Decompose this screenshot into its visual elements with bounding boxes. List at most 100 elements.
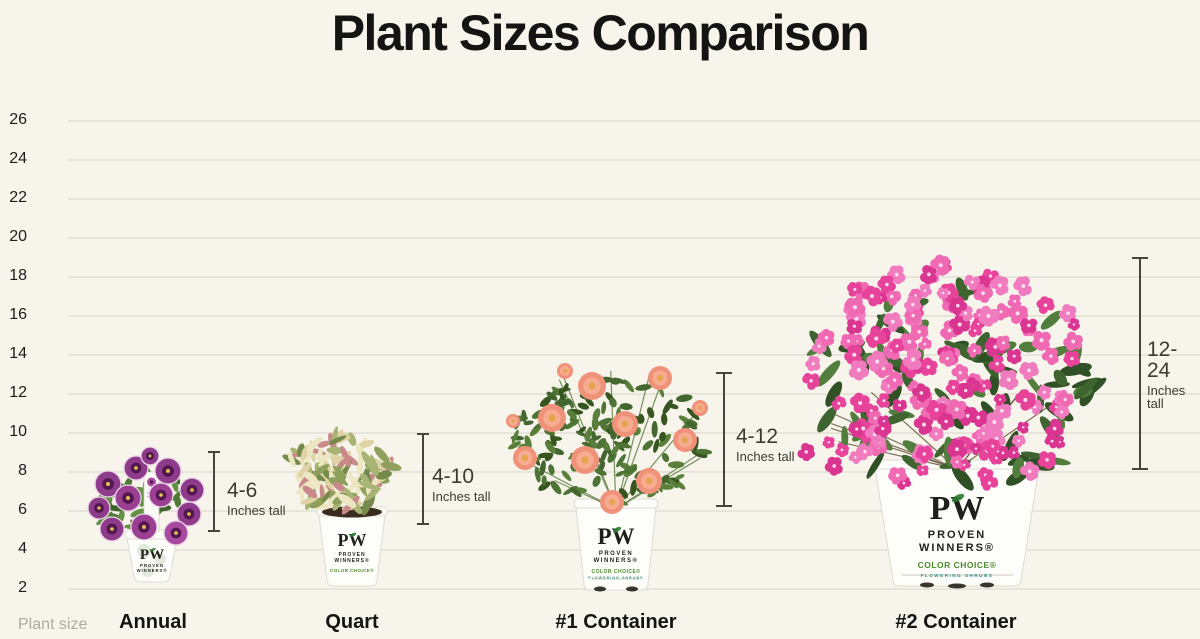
weigela-petal — [927, 399, 939, 411]
height-bracket-quart — [417, 433, 429, 525]
weigela-petal — [984, 420, 995, 431]
gridline — [68, 237, 1200, 239]
leaf — [544, 441, 556, 454]
leaf — [661, 413, 668, 426]
weigela-petal — [919, 272, 930, 283]
leaf — [592, 408, 601, 422]
blooms — [797, 254, 1083, 491]
stem — [615, 379, 663, 510]
category-label-2-container: #2 Container — [895, 611, 1017, 633]
weigela-petal — [1001, 306, 1010, 315]
weigela-center — [1045, 457, 1049, 462]
leaf — [638, 413, 645, 424]
weigela-petal — [1001, 335, 1010, 344]
weigela-petal — [936, 402, 948, 414]
pot-foot — [594, 586, 606, 592]
leaf — [541, 475, 547, 486]
weigela-petal — [852, 345, 863, 356]
weigela-petal — [1025, 392, 1036, 403]
leaf — [333, 481, 346, 492]
weigela-center — [875, 359, 880, 364]
weigela-center — [1070, 356, 1074, 361]
leaf — [511, 429, 519, 444]
weigela-petal — [893, 399, 901, 407]
pw-leaf-icon — [150, 547, 156, 552]
weigela-center — [846, 339, 851, 343]
leaf — [550, 436, 562, 441]
leaf — [558, 388, 565, 400]
weigela-center — [852, 352, 857, 357]
weigela-center — [902, 481, 906, 485]
weigela-petal — [1065, 393, 1074, 402]
height-range-value: 4-12 — [736, 425, 779, 448]
gridline — [68, 159, 1200, 161]
weigela-center — [981, 291, 985, 296]
gridline — [68, 354, 1200, 356]
bracket-cap-icon — [417, 523, 429, 525]
weigela-petal — [1028, 318, 1038, 328]
weigela-petal — [1011, 445, 1019, 453]
leaf — [327, 435, 347, 445]
leaf — [616, 441, 632, 449]
category-label-annual: Annual — [119, 611, 187, 633]
page-title: Plant Sizes Comparison — [331, 5, 870, 61]
weigela-center — [1033, 405, 1037, 409]
weigela-center — [938, 263, 943, 268]
weigela-petal — [988, 361, 998, 370]
weigela-center — [974, 447, 978, 450]
leaf — [534, 466, 541, 483]
weigela-center — [881, 366, 886, 371]
leaf — [635, 384, 652, 391]
weigela-center — [994, 436, 999, 441]
weigela-petal — [911, 349, 922, 361]
pw-leaf-icon — [612, 526, 622, 533]
weigela-center — [1052, 426, 1057, 431]
weigela-center — [914, 294, 917, 297]
weigela-center — [994, 456, 998, 460]
leaf — [361, 494, 373, 516]
weigela-petal — [1067, 305, 1077, 315]
weigela-petal — [1052, 436, 1060, 444]
weigela-petal — [936, 428, 944, 436]
weigela-center — [854, 316, 859, 321]
weigela-center — [1042, 390, 1046, 394]
y-tick-label: 8 — [18, 462, 27, 479]
weigela-petal — [842, 444, 850, 452]
weigela-center — [1039, 338, 1044, 343]
leaf — [668, 461, 685, 469]
weigela-center — [923, 289, 927, 292]
leaf — [548, 464, 555, 475]
leaf — [841, 425, 849, 450]
leaf — [539, 396, 552, 407]
weigela-petal — [882, 415, 889, 422]
weigela-petal — [884, 275, 894, 285]
weigela-petal — [918, 341, 925, 349]
leaf — [337, 493, 357, 508]
weigela-center — [811, 362, 815, 366]
weigela-center — [973, 349, 976, 353]
weigela-petal — [942, 288, 949, 295]
weigela-petal — [852, 296, 863, 308]
y-tick-label: 6 — [18, 501, 27, 518]
leaf — [538, 481, 551, 491]
weigela-petal — [1049, 348, 1058, 357]
weigela-center — [973, 329, 977, 333]
gridline — [68, 276, 1200, 278]
petunia-center — [148, 454, 152, 458]
leaf — [287, 451, 296, 468]
weigela-center — [837, 401, 841, 405]
leaf — [550, 480, 562, 495]
weigela-petal — [921, 386, 931, 396]
leaf — [596, 437, 607, 449]
weigela-center — [890, 319, 895, 324]
weigela-petal — [978, 410, 988, 420]
weigela-center — [852, 305, 858, 310]
leaf — [817, 406, 837, 433]
height-label-annual: 4-6 Inches tall — [227, 480, 286, 517]
weigela-petal — [945, 350, 954, 359]
bracket-line — [213, 451, 215, 532]
weigela-center — [873, 416, 877, 420]
weigela-petal — [893, 274, 903, 285]
rose-center — [645, 477, 653, 485]
